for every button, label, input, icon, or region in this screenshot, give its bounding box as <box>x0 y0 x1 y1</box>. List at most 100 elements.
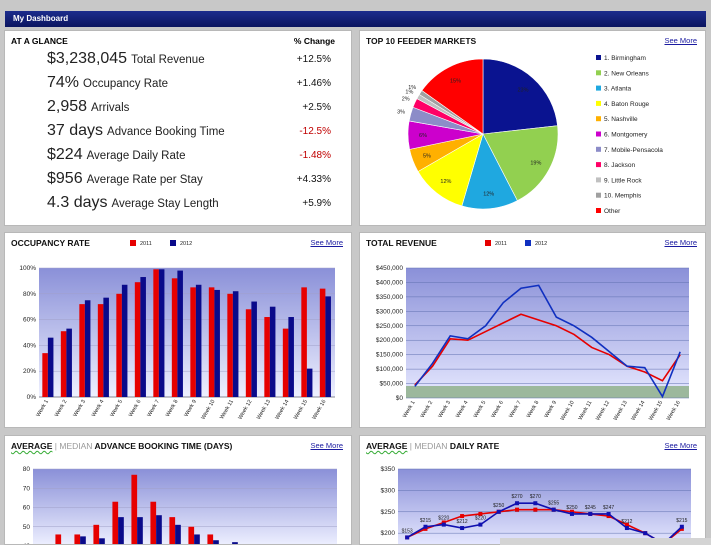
bar <box>306 368 313 397</box>
glance-value: $224 <box>47 146 83 163</box>
bar <box>42 353 48 397</box>
legend-label: 6. Montgomery <box>604 132 648 139</box>
x-tick-label: Week 12 <box>237 399 253 421</box>
x-tick-label: Week 2 <box>54 399 68 418</box>
legend-label: 9. Little Rock <box>604 177 642 184</box>
booking-title-average: AVERAGE <box>11 441 53 451</box>
data-label: $215 <box>676 518 687 524</box>
series-marker <box>405 535 410 540</box>
legend-swatch <box>130 240 136 246</box>
feeder-see-more-link[interactable]: See More <box>664 36 697 45</box>
legend-swatch <box>596 131 601 137</box>
glance-value: $956 <box>47 170 83 187</box>
legend-swatch <box>596 192 601 198</box>
bar <box>79 304 85 397</box>
x-tick-label: Week 9 <box>544 400 558 419</box>
glance-value: $3,238,045 <box>47 50 128 67</box>
pie-slice-label: 3% <box>397 109 405 115</box>
glance-change: +5.9% <box>302 198 331 209</box>
bar <box>55 534 62 544</box>
series-line <box>406 502 683 544</box>
legend-label: 2011 <box>495 241 507 247</box>
bar <box>207 534 214 544</box>
bar <box>156 515 162 544</box>
legend-label: 8. Jackson <box>604 162 635 169</box>
y-tick-label: 100% <box>19 265 36 272</box>
y-tick-label: 50 <box>23 524 31 531</box>
y-tick-label: $300 <box>381 487 396 494</box>
bar <box>99 538 105 544</box>
revenue-panel: TOTAL REVENUE See More $0 $50,000 $100,000… <box>359 232 706 428</box>
x-tick-label: Week 3 <box>437 400 451 419</box>
y-tick-label: $50,000 <box>380 381 404 388</box>
y-tick-label: 40% <box>23 342 36 349</box>
y-tick-label: 80 <box>23 466 31 473</box>
glance-row: $3,238,045 Total Revenue +12.5% <box>5 50 351 74</box>
bar <box>74 534 81 544</box>
glance-metric: 37 days Advance Booking Time <box>47 122 225 140</box>
legend-label: 3. Atlanta <box>604 86 631 93</box>
booking-title-median: MEDIAN <box>59 441 93 451</box>
y-tick-label: $350,000 <box>376 294 403 301</box>
series-marker <box>478 522 483 527</box>
series-marker <box>460 526 465 531</box>
booking-title-rest: ADVANCE BOOKING TIME (DAYS) <box>94 441 233 451</box>
series-marker <box>551 507 556 512</box>
bar <box>158 269 165 397</box>
x-tick-label: Week 6 <box>128 399 142 418</box>
daily-rate-panel: AVERAGE | MEDIAN DAILY RATE See More $20… <box>359 435 706 545</box>
y-tick-label: $100,000 <box>376 366 403 373</box>
glance-metric: $3,238,045 Total Revenue <box>47 50 205 68</box>
series-marker <box>515 501 520 506</box>
legend-swatch <box>596 55 601 60</box>
bar <box>131 474 138 544</box>
y-tick-label: $450,000 <box>376 265 403 272</box>
x-tick-label: Week 8 <box>526 400 540 419</box>
occupancy-see-more-link[interactable]: See More <box>310 238 343 247</box>
glance-row: 4.3 days Average Stay Length +5.9% <box>5 194 351 218</box>
legend-label: 2012 <box>180 241 192 247</box>
pie-slice <box>421 58 484 135</box>
pie-slice-label: 6% <box>419 133 427 139</box>
legend-label: 2011 <box>140 241 152 247</box>
booking-time-panel: AVERAGE | MEDIAN ADVANCE BOOKING TIME (D… <box>4 435 352 545</box>
pie-slice-label: 12% <box>440 179 451 185</box>
glance-label: Average Daily Rate <box>86 150 186 162</box>
glance-change: -12.5% <box>299 126 331 137</box>
x-tick-label: Week 11 <box>578 400 594 421</box>
x-tick-label: Week 13 <box>613 400 629 422</box>
booking-see-more-link[interactable]: See More <box>310 441 343 450</box>
bar <box>301 287 307 397</box>
glance-value: 74% <box>47 74 80 91</box>
y-tick-label: $200,000 <box>376 337 403 344</box>
x-tick-label: Week 12 <box>595 400 611 422</box>
revenue-see-more-link[interactable]: See More <box>664 238 697 247</box>
series-marker <box>423 526 428 531</box>
series-marker <box>569 511 574 516</box>
plot-area <box>33 469 337 544</box>
pie-slice-label: 12% <box>483 192 494 198</box>
glance-metric: $224 Average Daily Rate <box>47 146 185 164</box>
booking-bar-chart: 40 50 60 70 80 <box>23 466 337 544</box>
glance-value: 2,958 <box>47 98 88 115</box>
data-label: $212 <box>621 519 632 525</box>
glance-row: $224 Average Daily Rate -1.48% <box>5 146 351 170</box>
legend-label: 5. Nashville <box>604 116 638 123</box>
legend-swatch <box>596 70 601 76</box>
glance-value: 4.3 days <box>47 194 108 211</box>
legend-label: 7. Mobile-Pensacola <box>604 147 663 154</box>
data-label: $220 <box>475 516 486 522</box>
bar <box>288 317 294 397</box>
occupancy-bar-chart: 0% 20% 40% 60% 80% 100% Week 1 Week 2 Week 3 Week… <box>19 240 335 421</box>
series-marker <box>624 522 629 527</box>
legend-label: 4. Baton Rouge <box>604 101 650 108</box>
bar <box>66 328 72 397</box>
glance-label: Arrivals <box>91 102 130 114</box>
bar <box>319 288 326 397</box>
dashboard-title-bar: My Dashboard <box>0 0 711 30</box>
y-tick-label: $0 <box>396 395 404 402</box>
x-tick-label: Week 15 <box>293 399 309 421</box>
pie-slice-label: 15% <box>450 79 461 85</box>
daily-see-more-link[interactable]: See More <box>664 441 697 450</box>
series-line <box>406 508 683 544</box>
